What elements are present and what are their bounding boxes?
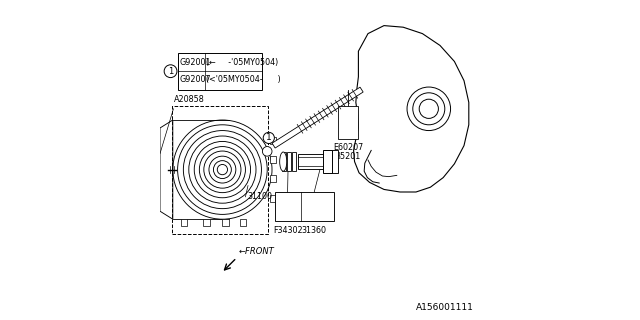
Text: F34302: F34302 (273, 226, 302, 235)
Bar (332, 150, 339, 173)
Text: (<'05MY0504-      ): (<'05MY0504- ) (206, 75, 281, 84)
Bar (323, 150, 332, 173)
Ellipse shape (280, 152, 287, 171)
Bar (172, 106, 268, 234)
Polygon shape (354, 26, 468, 192)
Bar (181, 219, 188, 226)
Text: 1: 1 (266, 133, 271, 142)
Text: 35201: 35201 (335, 152, 360, 161)
Circle shape (419, 99, 438, 118)
Bar (178, 53, 262, 90)
Text: G92001: G92001 (179, 58, 211, 67)
Bar (204, 219, 210, 226)
Text: 31360: 31360 (301, 226, 327, 235)
Bar (292, 152, 296, 171)
Text: ←FRONT: ←FRONT (239, 247, 274, 256)
Bar (282, 152, 286, 171)
Bar (270, 195, 275, 202)
Polygon shape (272, 87, 363, 148)
Circle shape (413, 93, 445, 125)
Text: 31100: 31100 (247, 192, 272, 201)
Text: E60207: E60207 (333, 143, 363, 152)
Bar (223, 219, 229, 226)
Circle shape (407, 87, 451, 131)
Text: G92007: G92007 (179, 75, 211, 84)
Text: (←     -'05MY0504): (← -'05MY0504) (206, 58, 278, 67)
Bar (298, 154, 332, 169)
Bar (270, 175, 275, 182)
Text: 1: 1 (168, 67, 173, 76)
Bar (240, 219, 246, 226)
Circle shape (164, 65, 177, 78)
Text: A20858: A20858 (174, 95, 205, 104)
Bar (338, 106, 358, 139)
Bar (287, 152, 291, 171)
Bar (270, 156, 275, 163)
Circle shape (262, 147, 272, 156)
Bar (270, 137, 275, 144)
Bar (275, 192, 334, 221)
Text: A156001111: A156001111 (416, 303, 474, 312)
